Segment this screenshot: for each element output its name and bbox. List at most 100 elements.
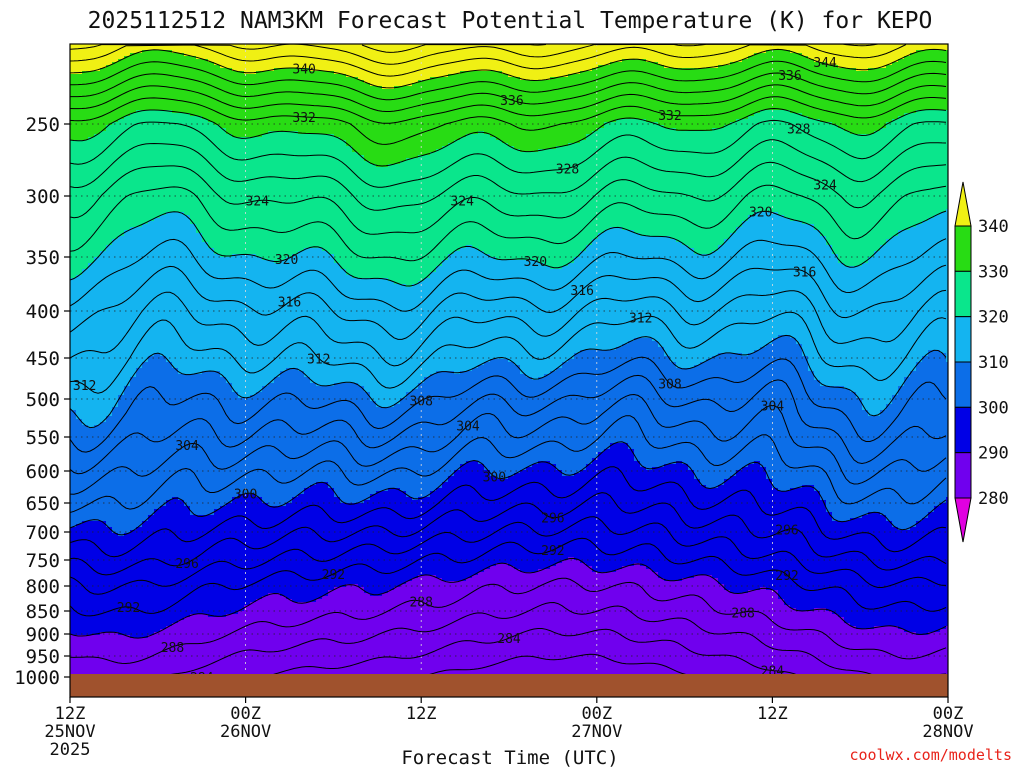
theta-band-cell bbox=[130, 110, 137, 114]
theta-band-cell bbox=[94, 515, 101, 519]
theta-band-cell bbox=[136, 236, 143, 240]
theta-band-cell bbox=[76, 92, 83, 96]
theta-band-cell bbox=[76, 131, 83, 135]
theta-band-cell bbox=[94, 263, 101, 267]
theta-band-cell bbox=[94, 320, 101, 324]
theta-band-cell bbox=[136, 47, 143, 51]
theta-band-cell bbox=[82, 332, 89, 336]
theta-band-cell bbox=[82, 569, 89, 573]
theta-band-cell bbox=[118, 104, 125, 108]
theta-band-cell bbox=[82, 227, 89, 231]
theta-band-cell bbox=[94, 530, 101, 534]
theta-band-cell bbox=[112, 524, 119, 528]
theta-band-cell bbox=[106, 329, 113, 333]
theta-band-cell bbox=[88, 407, 95, 411]
theta-band-cell bbox=[118, 266, 125, 270]
theta-band-cell bbox=[82, 566, 89, 570]
theta-band-cell bbox=[136, 395, 143, 399]
theta-band-cell bbox=[124, 542, 131, 546]
theta-band-cell bbox=[112, 284, 119, 288]
theta-band-cell bbox=[82, 512, 89, 516]
theta-band-cell bbox=[112, 74, 119, 78]
theta-band-cell bbox=[124, 428, 131, 432]
theta-band-cell bbox=[112, 557, 119, 561]
theta-band-cell bbox=[112, 431, 119, 435]
theta-band-cell bbox=[136, 656, 143, 660]
theta-band-cell bbox=[112, 293, 119, 297]
theta-band-cell bbox=[76, 551, 83, 555]
theta-band-cell bbox=[130, 404, 137, 408]
theta-band-cell bbox=[70, 464, 77, 468]
theta-band-cell bbox=[124, 650, 131, 654]
theta-band-cell bbox=[82, 425, 89, 429]
theta-band-cell bbox=[100, 200, 107, 204]
theta-band-cell bbox=[136, 545, 143, 549]
theta-band-cell bbox=[130, 299, 137, 303]
theta-band-cell bbox=[118, 182, 125, 186]
theta-band-cell bbox=[82, 338, 89, 342]
theta-band-cell bbox=[76, 527, 83, 531]
theta-band-cell bbox=[106, 371, 113, 375]
theta-band-cell bbox=[124, 422, 131, 426]
theta-band-cell bbox=[118, 44, 125, 48]
theta-band-cell bbox=[130, 542, 137, 546]
theta-band-cell bbox=[130, 515, 137, 519]
theta-band-cell bbox=[118, 173, 125, 177]
theta-band-cell bbox=[118, 122, 125, 126]
theta-band-cell bbox=[118, 599, 125, 603]
theta-band-cell bbox=[124, 140, 131, 144]
theta-band-cell bbox=[94, 377, 101, 381]
theta-band-cell bbox=[106, 116, 113, 120]
theta-band-cell bbox=[70, 149, 77, 153]
theta-band-cell bbox=[136, 131, 143, 135]
theta-band-cell bbox=[106, 191, 113, 195]
theta-band-cell bbox=[124, 371, 131, 375]
theta-band-cell bbox=[124, 182, 131, 186]
theta-band-cell bbox=[100, 671, 107, 675]
theta-band-cell bbox=[136, 401, 143, 405]
theta-band-cell bbox=[94, 200, 101, 204]
theta-band-cell bbox=[118, 647, 125, 651]
theta-band-cell bbox=[70, 134, 77, 138]
theta-band-cell bbox=[94, 314, 101, 318]
theta-band-cell bbox=[106, 239, 113, 243]
theta-band-cell bbox=[100, 485, 107, 489]
theta-band-cell bbox=[118, 254, 125, 258]
theta-band-cell bbox=[76, 101, 83, 105]
theta-band-cell bbox=[94, 98, 101, 102]
theta-band-cell bbox=[136, 68, 143, 72]
theta-band-cell bbox=[124, 269, 131, 273]
theta-band-cell bbox=[136, 404, 143, 408]
theta-band-cell bbox=[76, 65, 83, 69]
theta-band-cell bbox=[136, 398, 143, 402]
theta-band-cell bbox=[76, 554, 83, 558]
theta-band-cell bbox=[100, 254, 107, 258]
theta-band-cell bbox=[124, 260, 131, 264]
theta-band-cell bbox=[70, 614, 77, 618]
theta-band-cell bbox=[124, 611, 131, 615]
theta-band-cell bbox=[136, 122, 143, 126]
theta-band-cell bbox=[76, 197, 83, 201]
theta-band-cell bbox=[112, 365, 119, 369]
theta-band-cell bbox=[76, 413, 83, 417]
theta-band-cell bbox=[130, 278, 137, 282]
theta-band-cell bbox=[124, 635, 131, 639]
theta-band-cell bbox=[70, 131, 77, 135]
theta-band-cell bbox=[130, 494, 137, 498]
theta-band-cell bbox=[118, 140, 125, 144]
theta-band-cell bbox=[94, 131, 101, 135]
theta-band-cell bbox=[106, 563, 113, 567]
theta-band-cell bbox=[70, 230, 77, 234]
theta-band-cell bbox=[130, 593, 137, 597]
theta-band-cell bbox=[130, 329, 137, 333]
theta-band-cell bbox=[82, 599, 89, 603]
theta-band-cell bbox=[70, 533, 77, 537]
theta-band-cell bbox=[106, 635, 113, 639]
theta-band-cell bbox=[106, 155, 113, 159]
theta-band-cell bbox=[94, 137, 101, 141]
theta-band-cell bbox=[112, 422, 119, 426]
theta-band-cell bbox=[94, 386, 101, 390]
theta-band-cell bbox=[106, 446, 113, 450]
theta-band-cell bbox=[106, 215, 113, 219]
theta-band-cell bbox=[88, 509, 95, 513]
